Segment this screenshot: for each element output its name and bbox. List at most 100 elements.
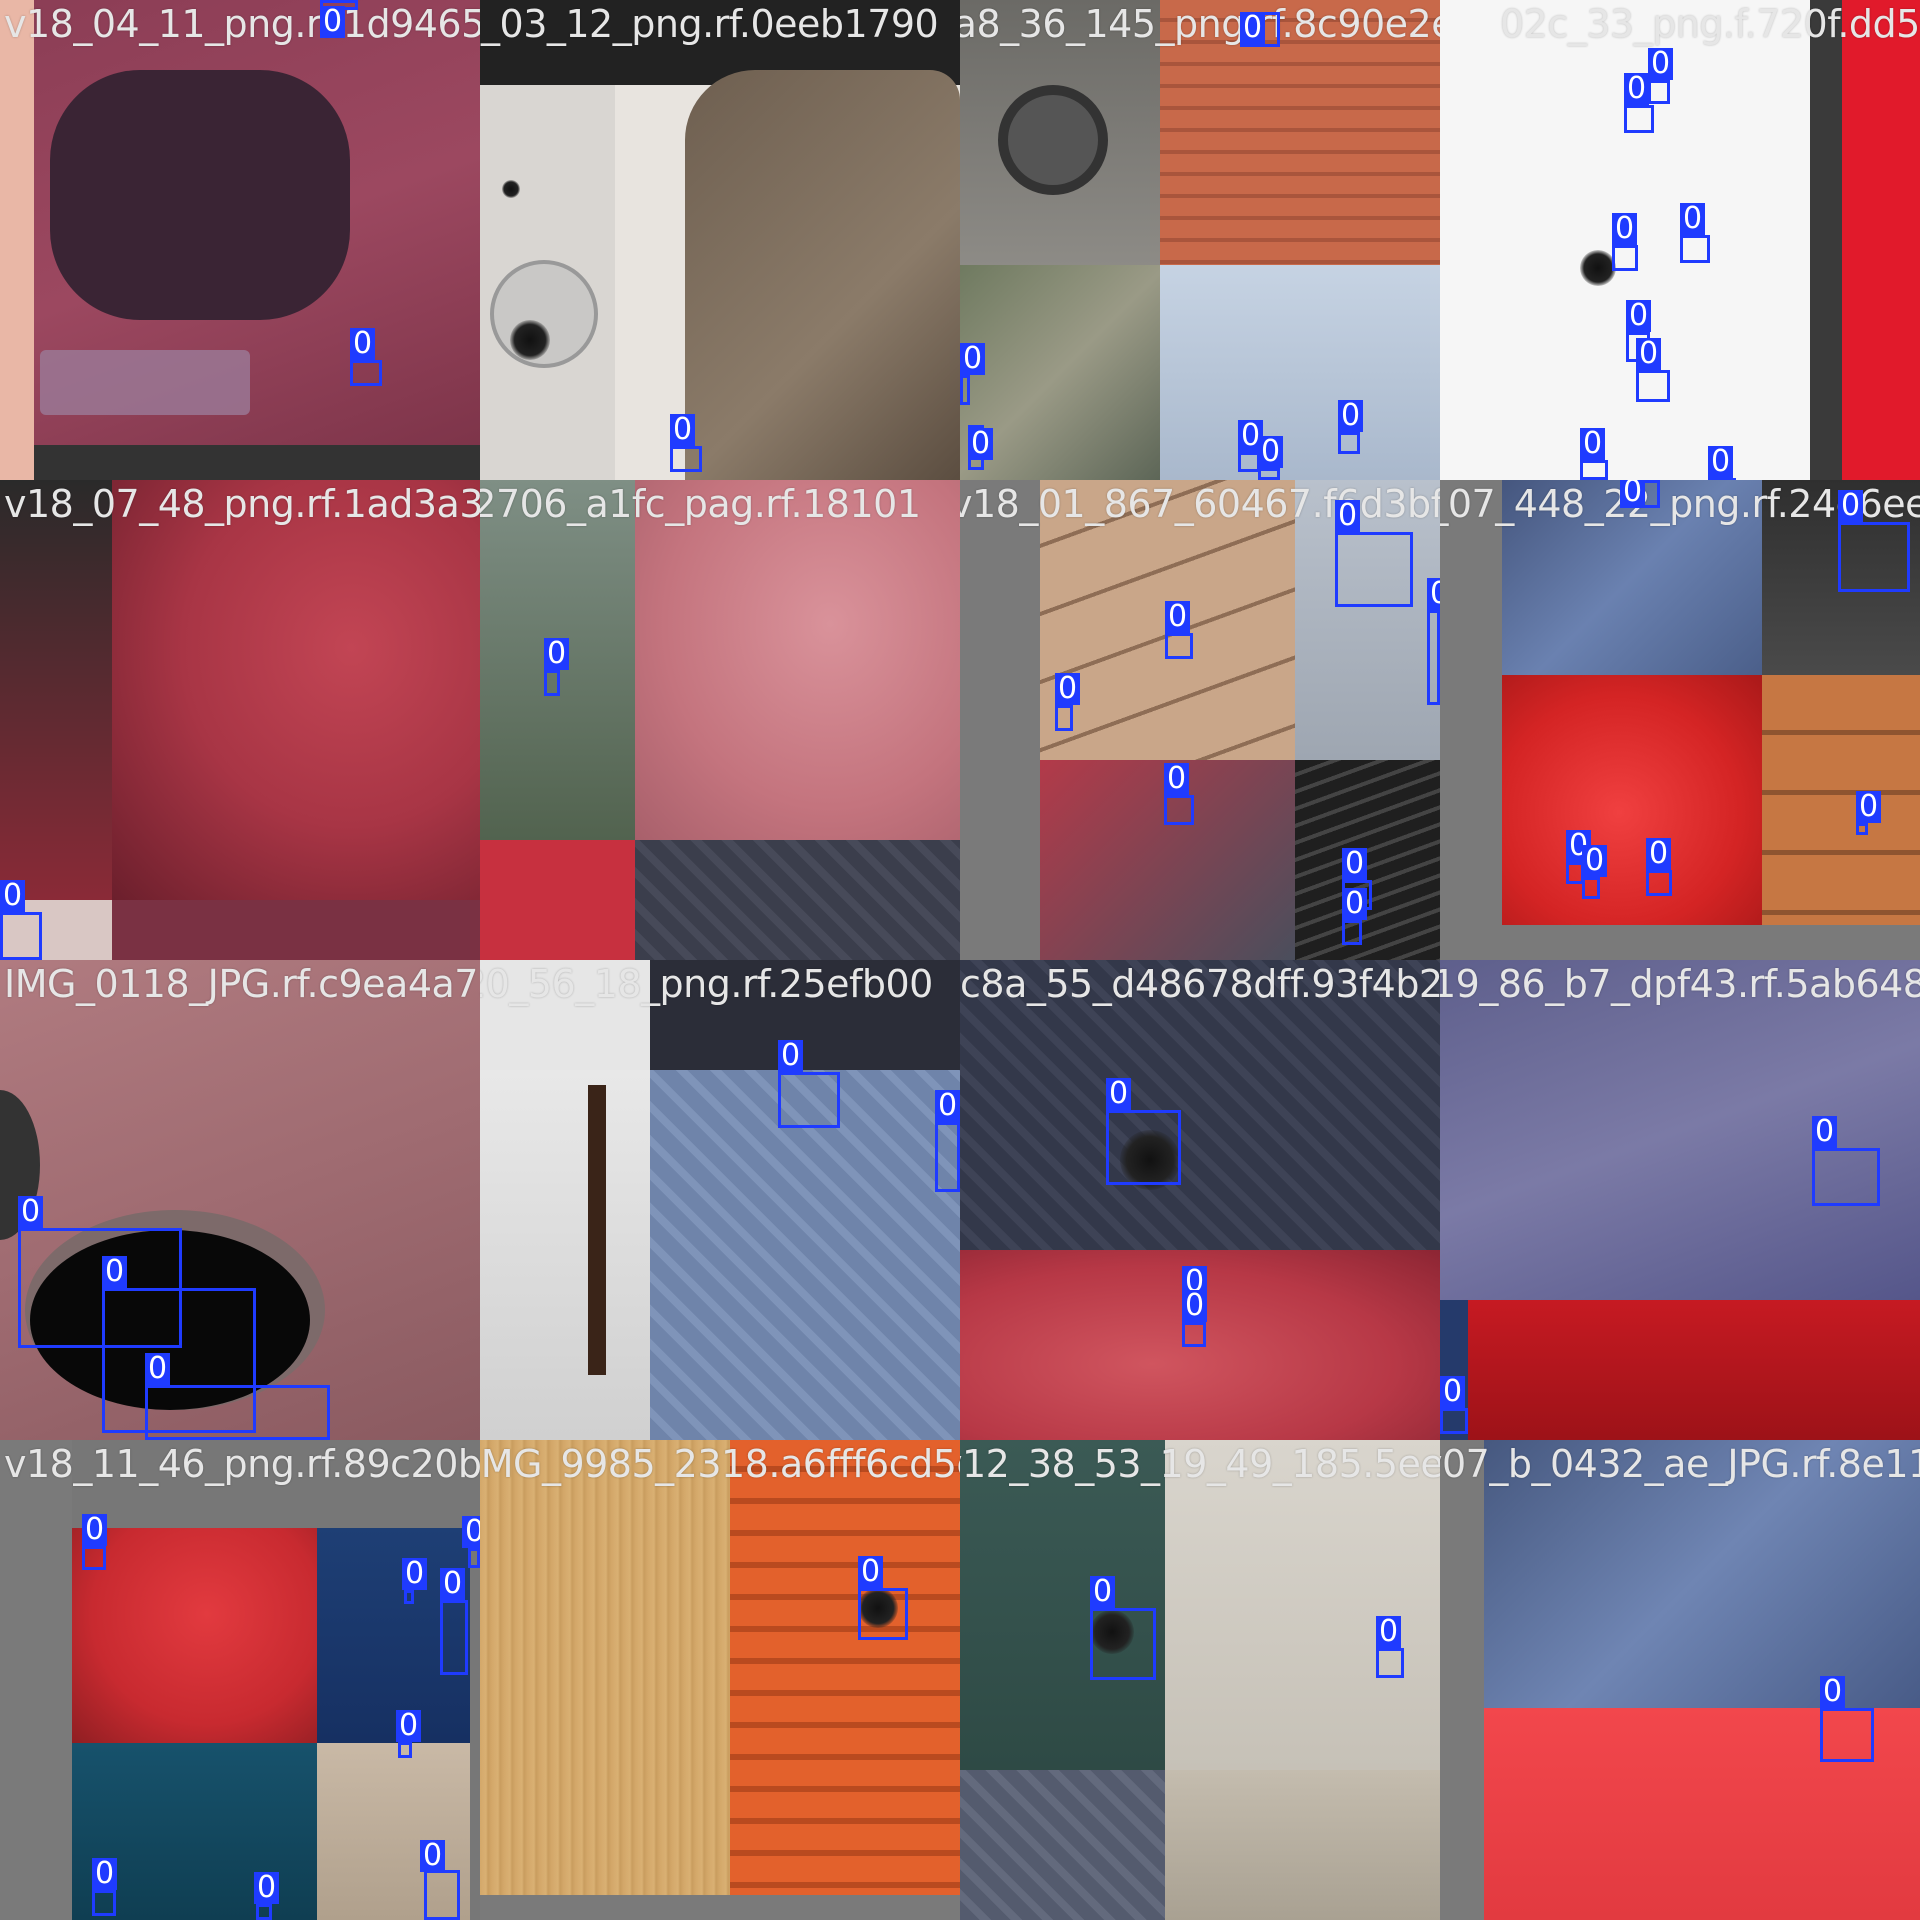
image-panel xyxy=(1810,0,1842,480)
image-panel xyxy=(112,480,480,900)
tile-4: 02c_33_png.f.720f.dd5aac33 0 0 0 0 0 0 0… xyxy=(1440,0,1920,480)
bounding-box xyxy=(544,670,560,696)
tile-11: c8a_55_d48678dff.93f4b2c3c 0 0 0 xyxy=(960,960,1440,1440)
bounding-box xyxy=(960,375,970,405)
bounding-box xyxy=(256,1904,272,1920)
image-panel xyxy=(1295,480,1440,760)
class-label: 0 xyxy=(670,414,696,446)
class-label: 0 xyxy=(1165,601,1191,633)
hole xyxy=(1580,250,1616,286)
tile-7: v18_01_867_60467.f6d3bfc14b 0 0 0 0 0 0 … xyxy=(960,480,1440,960)
class-label: 0 xyxy=(18,1196,44,1228)
bounding-box xyxy=(1090,1608,1156,1680)
image-panel xyxy=(960,1770,1165,1920)
class-label: 0 xyxy=(1335,500,1361,532)
bounding-box xyxy=(145,1385,330,1440)
bounding-box xyxy=(1582,877,1600,899)
class-label: 0 xyxy=(935,1090,960,1122)
image-panel xyxy=(0,1440,72,1920)
image-panel xyxy=(1440,480,1502,960)
class-label: 0 xyxy=(1427,578,1440,610)
image-panel xyxy=(1484,1440,1920,1708)
bounding-box xyxy=(1624,105,1654,133)
class-label: 0 xyxy=(1240,12,1266,44)
tile-15: v12_38_53_19_49_185.5ee8db7c 0 0 xyxy=(960,1440,1440,1920)
class-label: 0 xyxy=(1106,1078,1132,1110)
bounding-box xyxy=(1812,1148,1880,1206)
bounding-box xyxy=(350,360,382,386)
class-label: 0 xyxy=(1680,203,1706,235)
image-panel xyxy=(317,1743,470,1920)
class-label: 0 xyxy=(1626,300,1652,332)
image-panel xyxy=(1160,0,1440,265)
bounding-box xyxy=(404,1590,414,1604)
bounding-box xyxy=(1820,1708,1874,1762)
image-panel xyxy=(0,0,34,480)
bounding-box xyxy=(0,912,42,960)
image-panel xyxy=(1440,960,1920,1300)
tile-2: 026_03_12_png.rf.0eeb1790 0 xyxy=(480,0,960,480)
image-panel xyxy=(960,480,1040,960)
image-panel xyxy=(1295,760,1440,960)
image-panel xyxy=(1440,1300,1468,1440)
image-panel xyxy=(480,1895,960,1920)
class-label: 0 xyxy=(102,1256,128,1288)
image-panel xyxy=(50,70,350,320)
class-label: 0 xyxy=(1636,338,1662,370)
image-panel xyxy=(0,480,112,900)
tile-1: v18_04_11_png.rf.1d94658c 0 0 xyxy=(0,0,480,480)
class-label: 0 xyxy=(1812,1116,1838,1148)
image-panel xyxy=(480,1070,650,1440)
tile-title: v19_86_b7_dpf43.rf.5ab648a xyxy=(1440,962,1920,1006)
image-panel xyxy=(40,350,250,415)
bounding-box xyxy=(1258,468,1280,480)
tile-title: v12_38_53_19_49_185.5ee8db7c xyxy=(960,1442,1440,1486)
hole xyxy=(1090,1610,1134,1654)
bounding-box xyxy=(1856,823,1868,835)
image-panel xyxy=(72,1528,317,1743)
tile-title: v07_b_0432_ae_JPG.rf.8e1173a0 xyxy=(1440,1442,1920,1486)
image-panel xyxy=(1842,0,1920,480)
bounding-box xyxy=(82,1546,106,1570)
image-panel xyxy=(635,480,960,840)
tile-title: 1a8_36_145_png.rf.8c90e2ed xyxy=(960,2,1440,46)
class-label: 0 xyxy=(1182,1290,1208,1322)
image-panel xyxy=(1762,675,1920,925)
image-panel xyxy=(34,445,480,480)
bounding-box xyxy=(440,1600,468,1675)
tile-3: 1a8_36_145_png.rf.8c90e2ed 0 0 0 0 0 0 xyxy=(960,0,1440,480)
bounding-box xyxy=(424,1870,460,1920)
bounding-box xyxy=(1580,460,1608,480)
image-panel xyxy=(960,265,1160,480)
class-label: 0 xyxy=(420,1840,446,1872)
image-panel xyxy=(480,1440,730,1895)
class-label: 0 xyxy=(1258,436,1284,468)
class-label: 0 xyxy=(1838,490,1864,522)
class-label: 0 xyxy=(1620,480,1646,508)
class-label: 0 xyxy=(82,1514,108,1546)
class-label: 0 xyxy=(1612,213,1638,245)
class-label: 0 xyxy=(440,1568,466,1600)
image-panel xyxy=(998,85,1108,195)
bounding-box xyxy=(1612,245,1638,271)
class-label: 0 xyxy=(1856,791,1882,823)
tile-14: IMG_9985_2318.a6fff6cd5e 0 xyxy=(480,1440,960,1920)
tile-title: v18_07_48_png.rf.1ad3a382 xyxy=(4,482,480,526)
bounding-box xyxy=(935,1122,960,1192)
tile-title: 02c_33_png.f.720f.dd5aac33 xyxy=(1500,2,1920,46)
tile-16: v07_b_0432_ae_JPG.rf.8e1173a0 0 xyxy=(1440,1440,1920,1920)
class-label: 0 xyxy=(1820,1676,1846,1708)
class-label: 0 xyxy=(1376,1616,1402,1648)
image-panel xyxy=(730,1440,960,1895)
bounding-box xyxy=(1164,795,1194,825)
image-panel xyxy=(1502,925,1920,960)
tile-13: v18_11_46_png.rf.89c20bcb 0 0 0 0 0 0 0 … xyxy=(0,1440,480,1920)
image-panel xyxy=(1440,1300,1920,1440)
tile-title: v18_11_46_png.rf.89c20bcb xyxy=(4,1442,480,1486)
class-label: 0 xyxy=(1440,1376,1466,1408)
image-panel xyxy=(685,70,960,480)
image-panel xyxy=(1484,1708,1920,1920)
tile-12: v19_86_b7_dpf43.rf.5ab648a 0 0 xyxy=(1440,960,1920,1440)
tile-5: v18_07_48_png.rf.1ad3a382 0 xyxy=(0,480,480,960)
